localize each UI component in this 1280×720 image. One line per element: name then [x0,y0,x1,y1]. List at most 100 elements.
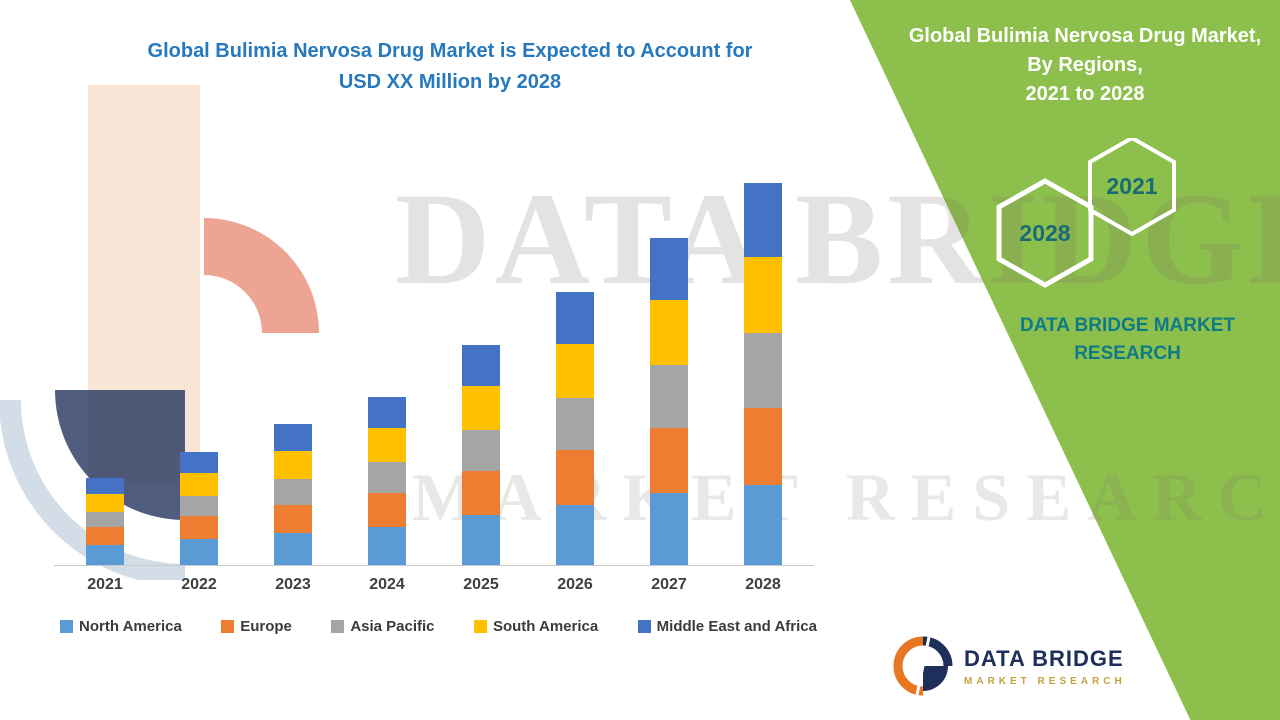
bar-segment-2022-middle-east-and-africa [180,452,218,473]
bar-segment-2024-south-america [368,428,406,462]
bar-segment-2024-middle-east-and-africa [368,397,406,428]
chart-legend: North America Europe Asia Pacific South Ame… [60,618,817,635]
bar-segment-2026-south-america [556,344,594,398]
hexagon-year-2021: 2021 [1106,173,1157,199]
x-axis-label-2023: 2023 [275,576,311,593]
chart-title: Global Bulimia Nervosa Drug Market is Ex… [60,36,840,98]
bar-segment-2028-south-america [744,257,782,333]
bar-segment-2028-asia-pacific [744,333,782,408]
legend-item-north-america: North America [60,618,182,635]
bar-column-2022 [152,165,246,565]
bar-segment-2026-north-america [556,505,594,565]
x-axis-label-2025: 2025 [463,576,499,593]
bar-segment-2026-europe [556,450,594,505]
bar-column-2026 [528,165,622,565]
chart-title-line1: Global Bulimia Nervosa Drug Market is Ex… [147,40,753,62]
bar-segment-2023-south-america [274,451,312,479]
bar-segment-2021-south-america [86,494,124,512]
stacked-bar-2026 [556,292,594,565]
bar-segment-2028-middle-east-and-africa [744,183,782,257]
stacked-bar-2022 [180,452,218,565]
chart-title-line2: USD XX Million by 2028 [338,71,562,93]
x-axis-label-2024: 2024 [369,576,405,593]
hexagon-2028 [996,178,1094,288]
stacked-bar-2025 [462,345,500,565]
bar-segment-2022-europe [180,516,218,539]
legend-swatch-icon [331,620,345,633]
bar-segment-2024-europe [368,493,406,527]
x-axis-label-2027: 2027 [651,576,687,593]
legend-swatch-icon [473,620,487,633]
legend-item-europe: Europe [221,618,292,635]
bar-segment-2025-north-america [462,515,500,565]
bar-segment-2022-north-america [180,539,218,565]
footer-logo-name: DATA BRIDGE [964,645,1124,671]
bar-segment-2027-asia-pacific [650,365,688,428]
legend-label: North America [79,618,182,635]
stacked-bar-2021 [86,478,124,565]
footer-logo-subtitle: MARKET RESEARCH [964,675,1126,687]
bar-segment-2021-middle-east-and-africa [86,478,124,494]
legend-swatch-icon [637,620,651,633]
x-axis-label-2022: 2022 [181,576,217,593]
stacked-bar-2023 [274,424,312,565]
x-axis-line [54,565,814,566]
bar-segment-2025-south-america [462,386,500,430]
legend-item-asia-pacific: Asia Pacific [331,618,435,635]
bar-segment-2024-asia-pacific [368,462,406,493]
bar-segment-2023-asia-pacific [274,479,312,505]
hexagon-2021 [1088,138,1176,237]
legend-swatch-icon [60,620,73,633]
side-panel-brand-line2: RESEARCH [1074,342,1181,364]
bar-segment-2025-middle-east-and-africa [462,345,500,386]
side-panel-title-line1: Global Bulimia Nervosa Drug Market, By R… [908,25,1262,76]
bar-segment-2022-south-america [180,473,218,496]
bar-segment-2023-north-america [274,533,312,565]
bar-segment-2027-europe [650,428,688,493]
stacked-bar-2027 [650,238,688,565]
side-panel-brand-line1: DATA BRIDGE MARKET [1020,315,1235,336]
bar-segment-2028-north-america [744,485,782,565]
bar-segment-2021-europe [86,527,124,545]
bar-segment-2026-asia-pacific [556,398,594,450]
legend-swatch-icon [221,620,235,633]
x-axis-labels: 2021 2022 2023 2024 2025 2026 2027 2028 [58,576,810,594]
bar-segment-2023-middle-east-and-africa [274,424,312,451]
bar-column-2025 [434,165,528,565]
side-panel-title-line2: 2021 to 2028 [1025,83,1145,105]
footer-logo: DATA BRIDGE MARKET RESEARCH [893,636,1126,696]
bar-segment-2027-middle-east-and-africa [650,238,688,300]
legend-label: Asia Pacific [350,618,435,635]
x-axis-label-2026: 2026 [557,576,593,593]
bar-segment-2025-asia-pacific [462,430,500,471]
bar-column-2021 [58,165,152,565]
bar-segment-2021-asia-pacific [86,512,124,527]
data-bridge-logo-icon [893,636,953,696]
legend-item-middle-east-and-africa: Middle East and Africa [637,618,817,635]
bar-segment-2022-asia-pacific [180,496,218,516]
bar-column-2024 [340,165,434,565]
bar-segment-2023-europe [274,505,312,533]
bar-segment-2027-north-america [650,493,688,565]
footer-logo-text: DATA BRIDGE MARKET RESEARCH [964,646,1126,687]
bar-segment-2025-europe [462,471,500,515]
bar-segment-2021-north-america [86,545,124,565]
bar-segment-2028-europe [744,408,782,485]
bar-column-2028 [716,165,810,565]
x-axis-label-2028: 2028 [745,576,781,593]
stacked-bar-2024 [368,397,406,565]
side-panel-brand-text: DATA BRIDGE MARKET RESEARCH [1005,312,1250,367]
bar-segment-2024-north-america [368,527,406,565]
bar-column-2023 [246,165,340,565]
legend-item-south-america: South America [473,618,599,635]
legend-label: Europe [240,618,292,635]
bar-segment-2026-middle-east-and-africa [556,292,594,344]
legend-label: South America [492,618,599,635]
hexagon-year-2028: 2028 [1019,220,1070,246]
hexagon-year-badges: 2021 2028 [996,138,1176,288]
x-axis-label-2021: 2021 [87,576,123,593]
bar-segment-2027-south-america [650,300,688,365]
stacked-bar-2028 [744,183,782,565]
legend-label: Middle East and Africa [656,618,817,635]
